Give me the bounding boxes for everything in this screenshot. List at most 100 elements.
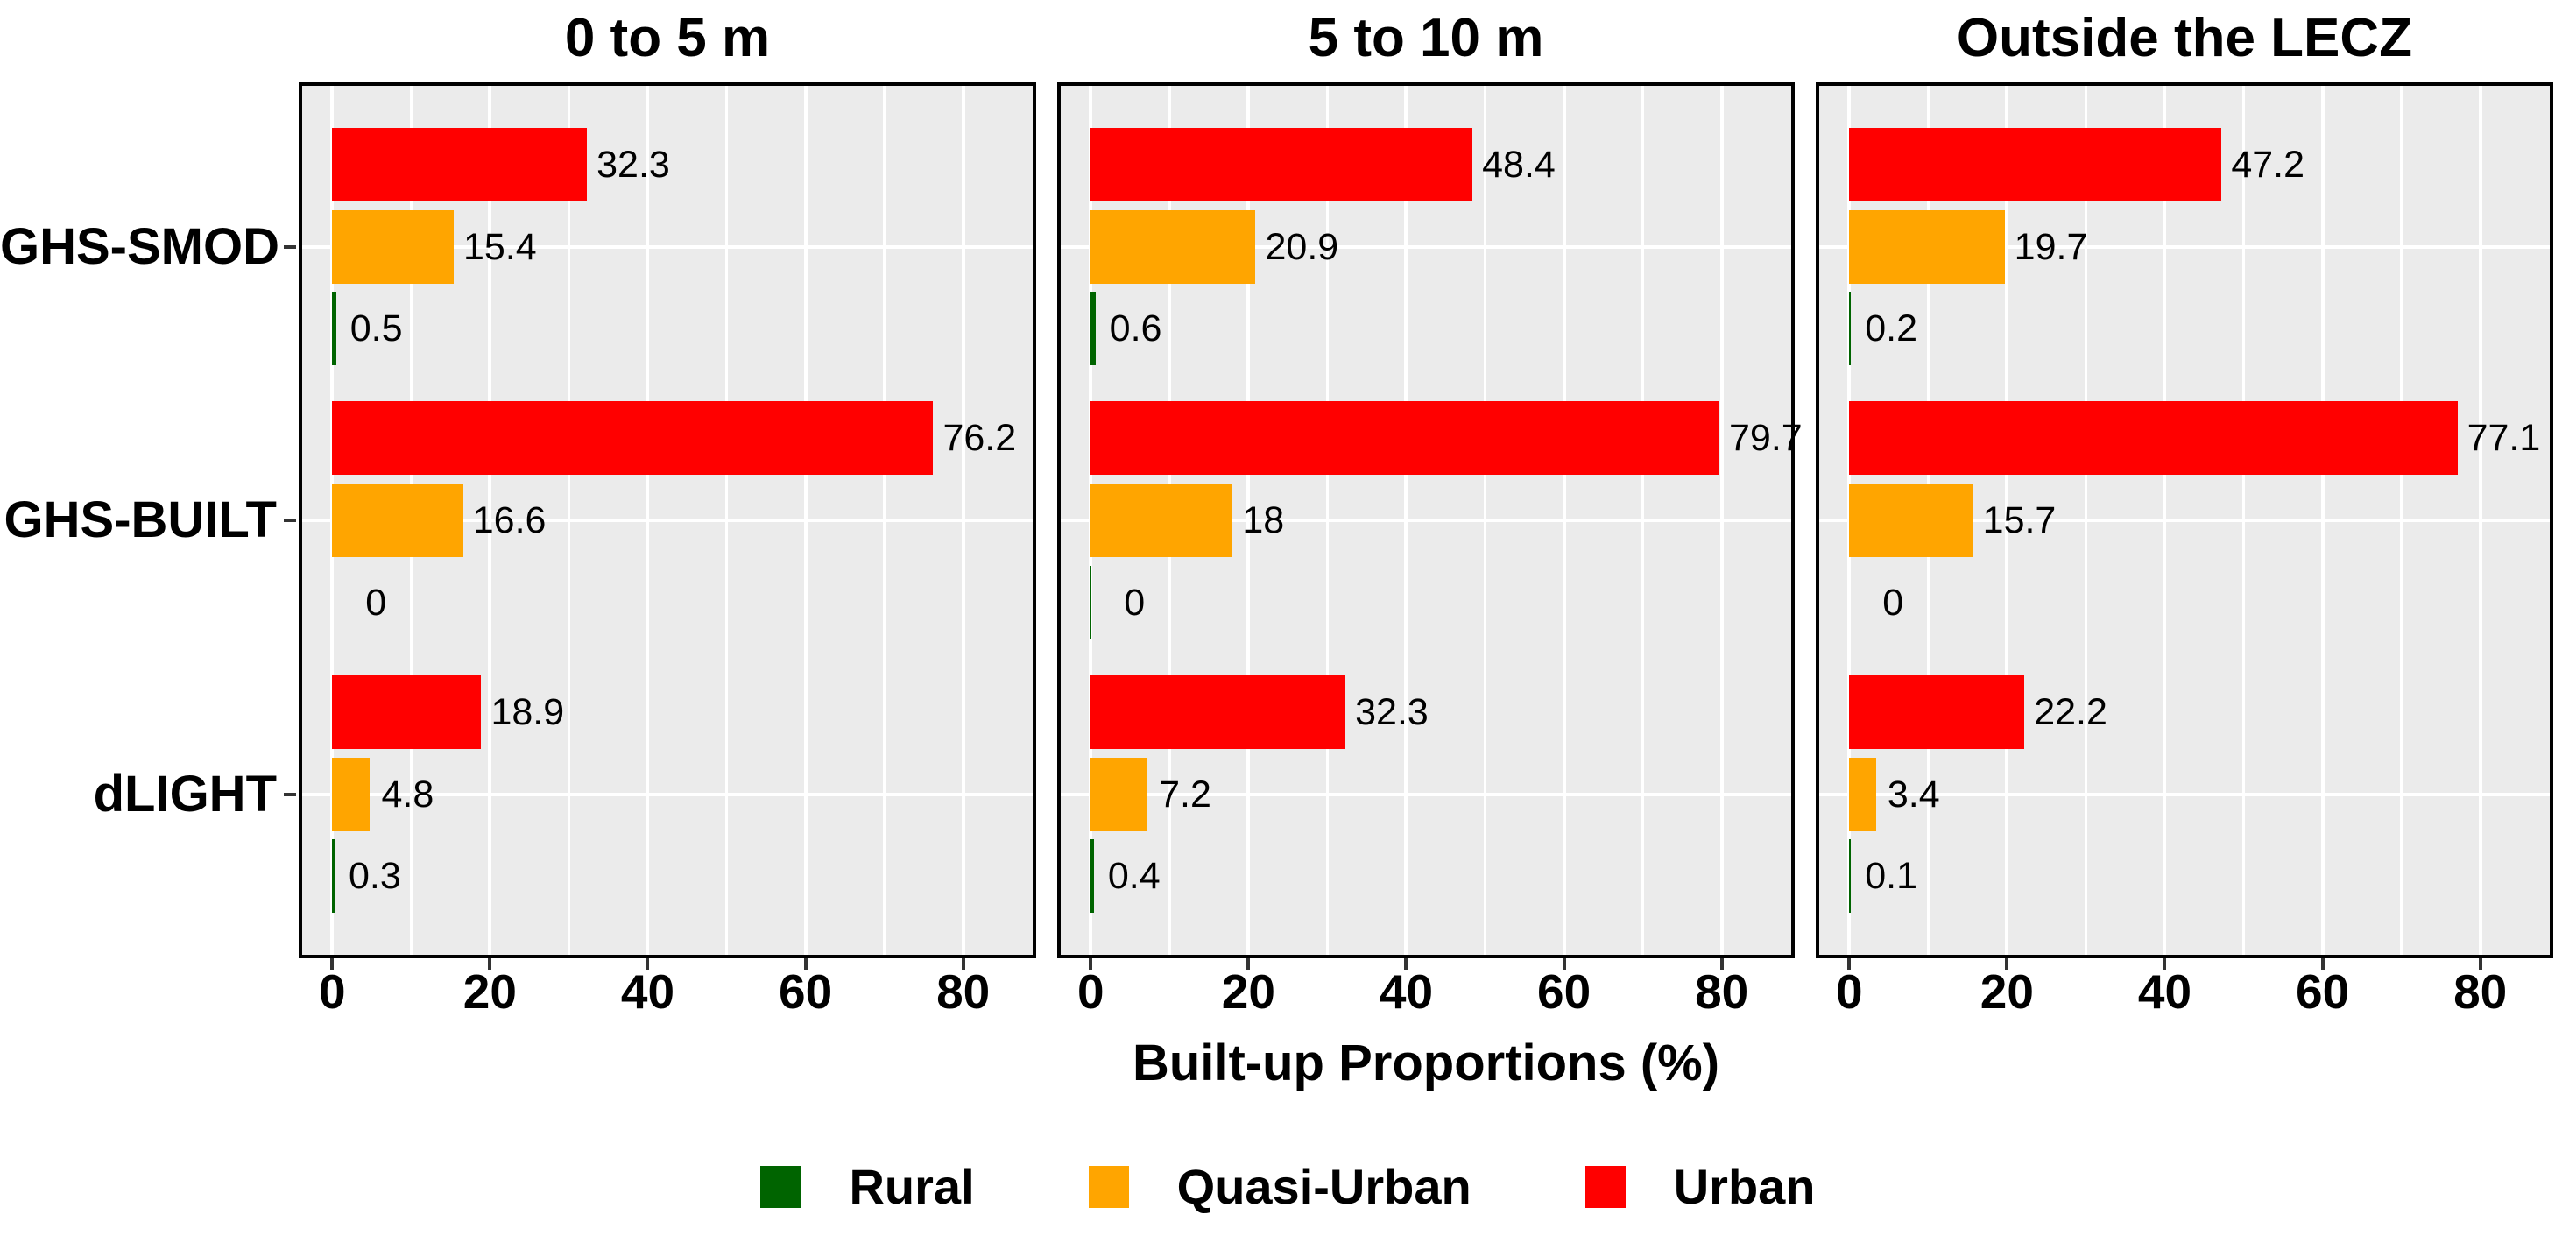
y-tick-mark: [284, 792, 296, 796]
x-tick-mark: [1246, 958, 1251, 970]
facet-title-0-to-5m: 0 to 5 m: [564, 8, 771, 68]
x-tick-mark: [646, 958, 650, 970]
panel-border: [299, 82, 1036, 958]
bar-quasi-urban-dlight: [332, 757, 371, 831]
x-tick-label: 20: [462, 964, 517, 1019]
bar-value-label: 0.2: [1865, 307, 1918, 350]
legend-swatch-rural: [760, 1165, 801, 1208]
x-tick-label: 0: [318, 964, 346, 1019]
bar-value-label: 16.6: [472, 499, 547, 541]
legend-entry-urban: Urban: [1584, 1158, 1816, 1215]
x-tick-label: 60: [1536, 964, 1591, 1019]
x-tick-mark: [1562, 958, 1566, 970]
bar-value-label: 20.9: [1265, 225, 1339, 268]
legend: Rural Quasi-Urban Urban: [0, 1158, 2576, 1215]
facet-title-outside-lecz: Outside the LECZ: [1956, 8, 2413, 68]
panel-border: [1816, 82, 2553, 958]
facet-panel-outside-lecz: 47.2 77.1 22.2 19.7 15.7 3.4 0.2 0 0.1: [1816, 82, 2553, 958]
x-tick-label: 0: [1076, 964, 1105, 1019]
gridline-major-horizontal: [299, 244, 1036, 249]
bar-quasi-urban-ghs-smod: [1849, 209, 2005, 284]
x-tick-mark: [803, 958, 808, 970]
x-tick-label: 80: [936, 964, 991, 1019]
bar-urban-ghs-smod: [1849, 127, 2222, 201]
x-tick-mark: [330, 958, 335, 970]
x-tick-label: 40: [620, 964, 675, 1019]
legend-entry-rural: Rural: [760, 1158, 975, 1215]
x-tick-mark: [1089, 958, 1093, 970]
x-tick-label: 20: [1221, 964, 1275, 1019]
bar-rural-dlight: [1849, 839, 1852, 914]
bar-value-label: 0: [1882, 581, 1904, 624]
bar-quasi-urban-ghs-smod: [1090, 209, 1256, 284]
y-tick-mark: [284, 244, 296, 249]
bar-urban-ghs-built: [332, 401, 934, 476]
bar-rural-ghs-smod: [1090, 292, 1096, 366]
x-tick-label: 60: [2295, 964, 2350, 1019]
x-tick-mark: [1404, 958, 1408, 970]
x-tick-mark: [2005, 958, 2009, 970]
legend-label-rural: Rural: [849, 1159, 975, 1214]
bar-value-label: 79.7: [1728, 417, 1803, 460]
gridline-major-horizontal: [1057, 792, 1795, 796]
facet-title-5-to-10m: 5 to 10 m: [1308, 8, 1544, 68]
bar-rural-ghs-smod: [1849, 292, 1852, 366]
facet-panel-5-to-10m: 48.4 79.7 32.3 20.9 18 7.2 0.6 0 0.4: [1057, 82, 1803, 958]
x-tick-mark: [488, 958, 492, 970]
gridline-major-horizontal: [1816, 519, 2553, 522]
gridline-major-horizontal: [299, 519, 1036, 522]
bar-value-label: 32.3: [596, 143, 670, 186]
bar-quasi-urban-ghs-built: [332, 484, 463, 557]
panel-border: [1057, 82, 1795, 958]
bar-quasi-urban-ghs-smod: [332, 209, 454, 284]
y-tick-mark: [284, 519, 296, 522]
bar-value-label: 19.7: [2014, 225, 2088, 268]
legend-label-urban: Urban: [1673, 1159, 1816, 1214]
x-tick-mark: [2320, 958, 2325, 970]
bar-value-label: 0: [365, 581, 387, 624]
legend-entry-quasi-urban: Quasi-Urban: [1088, 1158, 1471, 1215]
bar-value-label: 0: [1124, 581, 1146, 624]
bar-value-label: 0.3: [348, 855, 401, 898]
y-axis-label-ghs-built: GHS-BUILT: [4, 491, 277, 548]
gridline-major-horizontal: [1057, 519, 1795, 522]
bar-value-label: 48.4: [1482, 143, 1556, 186]
bar-value-label: 18.9: [490, 690, 565, 733]
bar-quasi-urban-dlight: [1849, 757, 1876, 831]
bar-urban-dlight: [332, 675, 482, 749]
bar-value-label: 32.3: [1355, 690, 1429, 733]
bar-value-label: 18: [1242, 499, 1285, 541]
x-tick-label: 40: [1379, 964, 1434, 1019]
legend-label-quasi-urban: Quasi-Urban: [1176, 1159, 1471, 1214]
bar-value-label: 0.4: [1107, 855, 1161, 898]
bar-urban-ghs-built: [1849, 401, 2458, 476]
bar-quasi-urban-ghs-built: [1090, 484, 1233, 557]
gridline-major-horizontal: [1816, 244, 2553, 249]
bar-value-label: 0.1: [1865, 855, 1918, 898]
bar-quasi-urban-ghs-built: [1849, 484, 1973, 557]
bar-urban-dlight: [1090, 675, 1346, 749]
bar-rural-ghs-smod: [332, 292, 336, 366]
bar-value-label: 22.2: [2034, 690, 2107, 733]
bar-rural-dlight: [332, 839, 335, 914]
bar-urban-ghs-smod: [332, 127, 588, 201]
x-tick-label: 80: [1695, 964, 1749, 1019]
bar-value-label: 15.4: [462, 225, 537, 268]
y-axis-label-dlight: dLIGHT: [93, 765, 277, 823]
bar-value-label: 76.2: [942, 417, 1017, 460]
x-tick-label: 0: [1835, 964, 1863, 1019]
x-tick-label: 60: [778, 964, 833, 1019]
y-axis-label-ghs-smod: GHS-SMOD: [0, 217, 279, 275]
x-tick-label: 20: [1980, 964, 2034, 1019]
bar-value-label: 3.4: [1887, 773, 1940, 816]
gridline-major-horizontal: [299, 792, 1036, 796]
bar-rural-dlight: [1090, 839, 1094, 914]
x-tick-mark: [2163, 958, 2167, 970]
bar-urban-dlight: [1849, 675, 2025, 749]
legend-swatch-quasi-urban: [1088, 1165, 1129, 1208]
bar-value-label: 0.5: [349, 307, 403, 350]
x-tick-label: 80: [2453, 964, 2508, 1019]
x-tick-mark: [1847, 958, 1852, 970]
bar-value-label: 77.1: [2467, 417, 2541, 460]
